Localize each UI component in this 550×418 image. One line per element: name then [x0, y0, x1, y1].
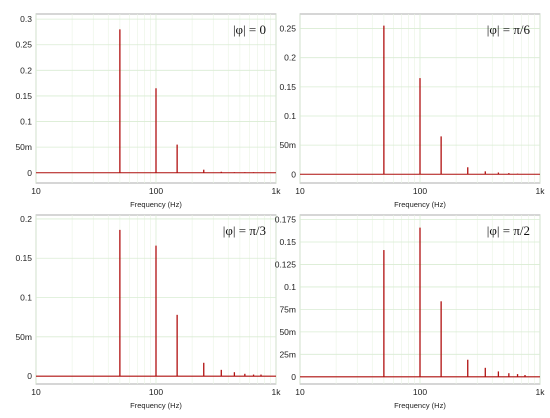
chart-panel-2: 0 50m 0.1 0.15 0.2 10 100 1k Frequency (Hz) |φ| =…: [15, 214, 281, 410]
y-tick-label: 50m: [15, 332, 32, 342]
y-tick-label: 0.175: [275, 214, 297, 224]
y-tick-label: 0: [27, 168, 32, 178]
y-tick-label: 0: [291, 169, 296, 179]
x-tick-label: 1k: [272, 387, 282, 397]
x-tick-label: 100: [149, 387, 163, 397]
y-tick-label: 0.1: [20, 293, 32, 303]
x-tick-label: 10: [31, 186, 41, 196]
x-tick-label: 1k: [272, 186, 282, 196]
y-tick-label: 0.15: [15, 91, 32, 101]
chart-panel-1: 0 50m 0.1 0.15 0.2 0.25 10 100 1k Frequency (Hz) |…: [279, 13, 546, 209]
y-tick-label: 0.3: [20, 14, 32, 24]
y-tick-label: 50m: [15, 142, 32, 152]
y-tick-label: 75m: [279, 304, 296, 314]
y-tick-label: 0.1: [284, 282, 296, 292]
y-tick-label: 0.1: [20, 117, 32, 127]
y-tick-label: 0.2: [20, 65, 32, 75]
x-axis-label: Frequency (Hz): [130, 200, 182, 209]
y-tick-label: 0.1: [284, 111, 296, 121]
y-tick-label: 0.15: [15, 253, 32, 263]
y-tick-label: 50m: [279, 327, 296, 337]
y-tick-label: 0.15: [279, 82, 296, 92]
y-tick-label: 25m: [279, 349, 296, 359]
y-tick-label: 0: [27, 371, 32, 381]
x-tick-label: 10: [295, 387, 305, 397]
y-tick-label: 0.15: [279, 237, 296, 247]
phase-annotation: |φ| = 0: [233, 22, 266, 37]
chart-panel-0: 0 50m 0.1 0.15 0.2 0.25 0.3 10 100 1k Frequency (H…: [15, 13, 282, 209]
x-axis-label: Frequency (Hz): [394, 200, 446, 209]
chart-panel-3: 0 25m 50m 75m 0.1 0.125 0.15 0.175 10 100 1k Freque…: [275, 214, 546, 410]
x-tick-label: 100: [149, 186, 163, 196]
y-tick-label: 0.25: [15, 40, 32, 50]
x-tick-label: 10: [31, 387, 41, 397]
y-tick-label: 0.25: [279, 24, 296, 34]
x-axis-label: Frequency (Hz): [130, 401, 182, 410]
y-tick-label: 0: [291, 372, 296, 382]
y-tick-label: 0.125: [275, 259, 297, 269]
y-tick-label: 0.2: [284, 53, 296, 63]
x-tick-label: 10: [295, 186, 305, 196]
phase-annotation: |φ| = π/2: [487, 223, 530, 238]
phase-annotation: |φ| = π/3: [223, 223, 266, 238]
x-axis-label: Frequency (Hz): [394, 401, 446, 410]
phase-annotation: |φ| = π/6: [487, 22, 531, 37]
x-tick-label: 1k: [536, 186, 546, 196]
x-tick-label: 100: [413, 387, 427, 397]
x-tick-label: 100: [413, 186, 427, 196]
x-tick-label: 1k: [536, 387, 546, 397]
y-tick-label: 50m: [279, 140, 296, 150]
y-tick-label: 0.2: [20, 214, 32, 224]
